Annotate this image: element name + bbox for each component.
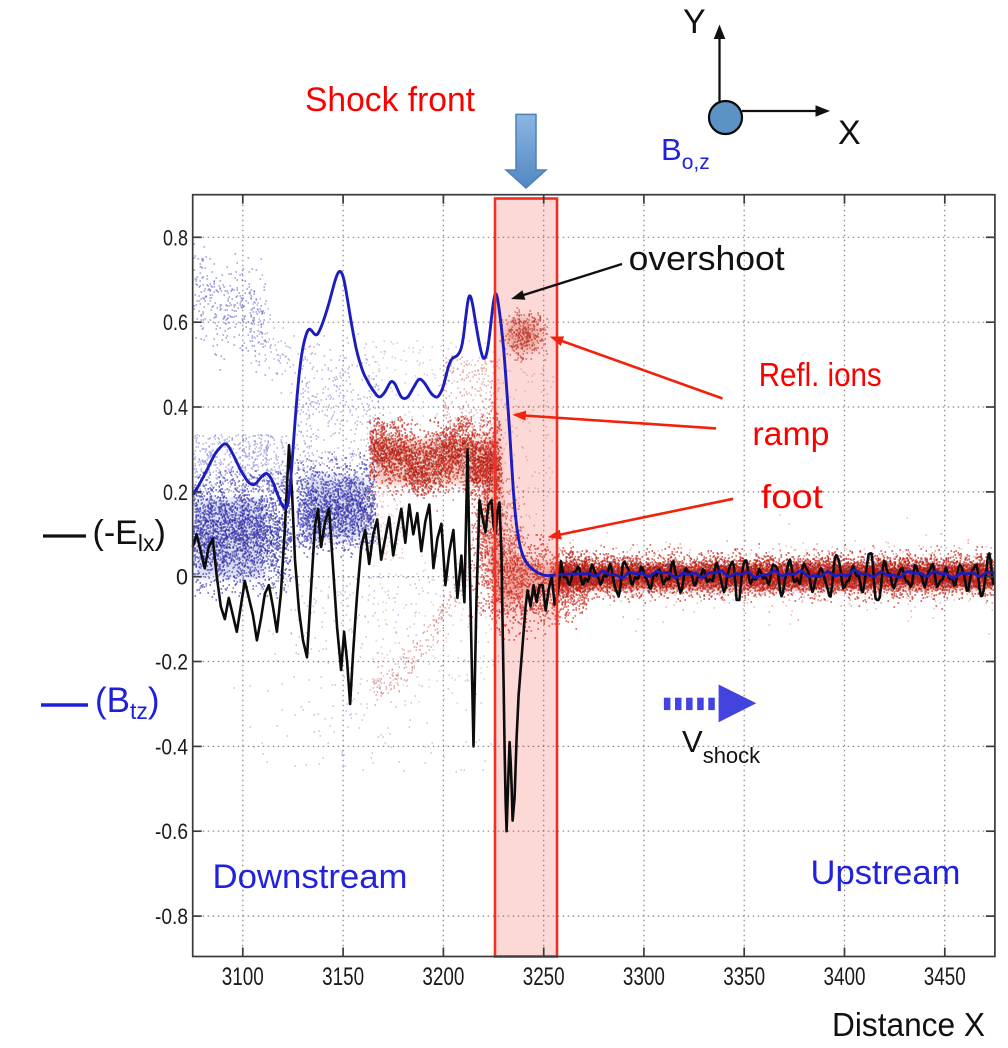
- svg-text:0: 0: [176, 565, 188, 590]
- svg-text:3250: 3250: [523, 963, 565, 991]
- svg-text:3150: 3150: [322, 963, 364, 991]
- svg-text:Upstream: Upstream: [811, 854, 961, 892]
- svg-text:-0.4: -0.4: [155, 734, 188, 759]
- svg-text:0.6: 0.6: [163, 310, 188, 335]
- svg-text:0.8: 0.8: [163, 225, 188, 250]
- svg-text:3450: 3450: [924, 963, 966, 991]
- svg-text:Refl. ions: Refl. ions: [759, 356, 882, 393]
- svg-text:-0.8: -0.8: [155, 904, 188, 929]
- svg-text:foot: foot: [761, 478, 823, 515]
- svg-text:(Btz): (Btz): [95, 681, 160, 724]
- svg-text:-0.2: -0.2: [155, 650, 188, 675]
- svg-text:3300: 3300: [623, 963, 665, 991]
- svg-text:0.2: 0.2: [163, 480, 188, 505]
- svg-text:3200: 3200: [422, 963, 464, 991]
- svg-text:Downstream: Downstream: [213, 858, 408, 896]
- svg-text:ramp: ramp: [752, 415, 829, 452]
- svg-text:3400: 3400: [824, 963, 866, 991]
- svg-text:Y: Y: [683, 3, 706, 41]
- svg-text:Distance X: Distance X: [832, 1006, 985, 1043]
- svg-text:3350: 3350: [723, 963, 765, 991]
- svg-text:(-Elx): (-Elx): [93, 514, 166, 556]
- svg-text:0.4: 0.4: [163, 395, 188, 420]
- svg-text:X: X: [838, 114, 861, 152]
- svg-text:-0.6: -0.6: [155, 819, 188, 844]
- svg-text:3100: 3100: [222, 963, 264, 991]
- svg-text:overshoot: overshoot: [629, 240, 786, 278]
- svg-text:Shock front: Shock front: [305, 81, 476, 119]
